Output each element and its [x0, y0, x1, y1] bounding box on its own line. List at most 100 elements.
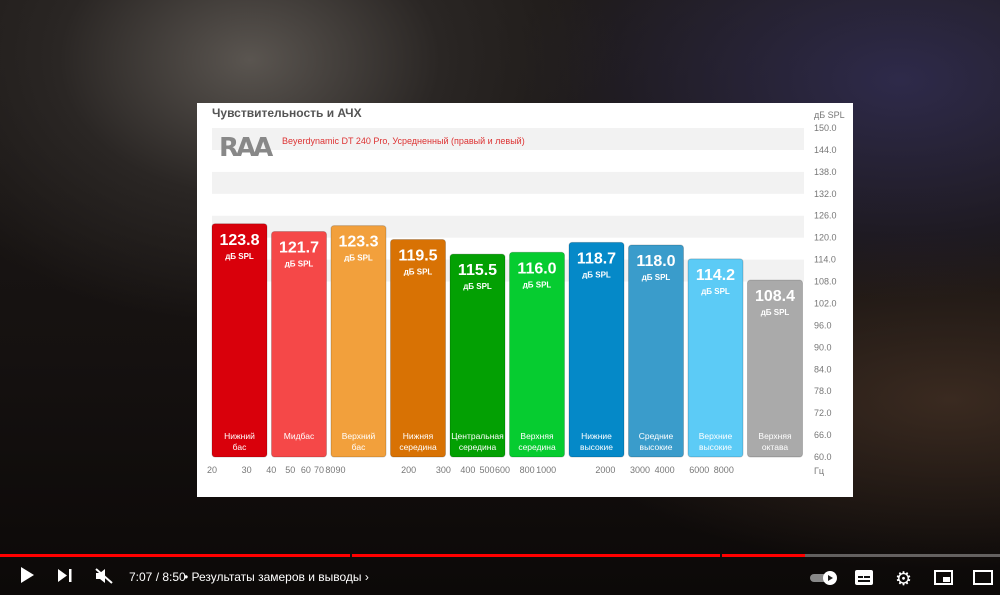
- y-tick-label: 102.0: [814, 298, 837, 308]
- bar-value-label: 115.5: [458, 262, 497, 279]
- bar: [271, 230, 327, 458]
- x-tick-label: 90: [335, 465, 345, 475]
- play-button[interactable]: [20, 567, 34, 586]
- bar-category-label: Центральная: [451, 431, 504, 441]
- y-tick-label: 96.0: [814, 320, 832, 330]
- bar-category-label: высокие: [640, 442, 673, 452]
- theater-button[interactable]: [973, 570, 993, 588]
- y-tick-label: 138.0: [814, 167, 837, 177]
- logo: RAA: [219, 133, 273, 163]
- autoplay-toggle[interactable]: [810, 571, 838, 588]
- chapter-button[interactable]: • Результаты замеров и выводы ›: [184, 570, 369, 584]
- bar: [568, 241, 625, 458]
- subtitles-button[interactable]: [855, 570, 873, 588]
- bar-category-label: Средние: [639, 431, 674, 441]
- bar-value-label: 119.5: [398, 247, 437, 264]
- x-axis-label: Гц: [814, 466, 824, 476]
- bar-chart: дБ SPL 150.0 144.0 138.0 132.0 126.0 120.0 114.…: [207, 110, 845, 476]
- x-tick-label: 1000: [536, 465, 556, 475]
- bar: [330, 225, 387, 458]
- next-icon: [58, 569, 72, 582]
- bar-value-label: 123.3: [338, 234, 378, 251]
- bar-category-label: середина: [399, 442, 437, 452]
- bar-category-label: Верхняя: [758, 431, 792, 441]
- bar-value-label: 123.8: [219, 232, 259, 249]
- x-tick-label: 50: [285, 465, 295, 475]
- bar: [687, 258, 744, 458]
- chart-panel: Чувствительность и АЧХ дБ SPL 150.0 144.0 1…: [197, 103, 853, 497]
- bar: [509, 251, 565, 458]
- bar-unit-label: дБ SPL: [344, 254, 373, 263]
- bar-value-label: 118.7: [577, 250, 616, 267]
- x-tick-label: 80: [325, 465, 335, 475]
- x-tick-label: 800: [520, 465, 535, 475]
- bar-category-label: бас: [352, 442, 366, 452]
- bar-category-label: Мидбас: [284, 431, 315, 441]
- next-button[interactable]: [58, 569, 72, 585]
- bar-category-label: высокие: [699, 442, 732, 452]
- bar-unit-label: дБ SPL: [523, 280, 552, 289]
- bar: [628, 244, 684, 458]
- bar-unit-label: дБ SPL: [642, 273, 671, 282]
- bar-category-label: Нижняя: [403, 431, 434, 441]
- chapter-divider: [720, 554, 722, 557]
- mute-button[interactable]: [95, 568, 113, 587]
- y-tick-label: 78.0: [814, 386, 832, 396]
- player-controls: 7:07 / 8:50 • Результаты замеров и вывод…: [0, 545, 1000, 595]
- x-tick-label: 60: [301, 465, 311, 475]
- x-tick-label: 3000: [630, 465, 650, 475]
- bar-value-label: 121.7: [279, 239, 319, 256]
- miniplayer-icon: [934, 570, 953, 585]
- play-icon: [21, 567, 34, 583]
- grid-band: [212, 128, 804, 150]
- bar-category-label: Нижний: [224, 431, 255, 441]
- x-tick-label: 2000: [595, 465, 615, 475]
- bar-category-label: Нижние: [581, 431, 612, 441]
- progress-played: [0, 554, 805, 557]
- y-tick-label: 120.0: [814, 233, 837, 243]
- bar-category-label: высокие: [580, 442, 613, 452]
- miniplayer-button[interactable]: [934, 570, 953, 588]
- bar-category-label: Верхняя: [520, 431, 554, 441]
- autoplay-toggle-icon: [810, 571, 837, 585]
- bar-value-label: 108.4: [755, 288, 795, 305]
- x-tick-label: 200: [401, 465, 416, 475]
- mute-icon: [95, 568, 113, 584]
- bar-unit-label: дБ SPL: [701, 287, 730, 296]
- bar-value-label: 114.2: [696, 267, 735, 284]
- y-tick-label: 72.0: [814, 408, 832, 418]
- y-tick-label: 108.0: [814, 277, 837, 287]
- settings-button[interactable]: ⚙: [895, 568, 912, 591]
- x-tick-label: 20: [207, 465, 217, 475]
- bar-unit-label: дБ SPL: [463, 282, 492, 291]
- chart-subtitle: Beyerdynamic DT 240 Pro, Усредненный (пр…: [282, 136, 525, 146]
- x-tick-label: 300: [436, 465, 451, 475]
- chapter-title: Результаты замеров и выводы: [191, 570, 362, 584]
- settings-icon: ⚙: [895, 569, 913, 590]
- bar-value-label: 116.0: [517, 260, 556, 277]
- x-tick-label: 40: [266, 465, 276, 475]
- bar-category-label: середина: [518, 442, 556, 452]
- y-tick-label: 114.0: [814, 255, 836, 265]
- x-tick-label: 600: [495, 465, 510, 475]
- chart-title: Чувствительность и АЧХ: [212, 106, 362, 120]
- chapter-divider: [350, 554, 352, 557]
- subtitles-icon: [855, 570, 873, 585]
- bar-category-label: бас: [233, 442, 247, 452]
- bar-unit-label: дБ SPL: [761, 308, 790, 317]
- bar-category-label: Верхний: [342, 431, 376, 441]
- x-tick-label: 400: [460, 465, 475, 475]
- bar-unit-label: дБ SPL: [285, 259, 314, 268]
- bar-unit-label: дБ SPL: [225, 252, 254, 261]
- x-tick-label: 500: [479, 465, 494, 475]
- theater-icon: [973, 570, 993, 585]
- y-tick-label: 84.0: [814, 364, 832, 374]
- x-tick-label: 6000: [689, 465, 709, 475]
- bar: [211, 223, 268, 458]
- bar: [747, 279, 803, 458]
- x-tick-label: 8000: [714, 465, 734, 475]
- x-tick-label: 30: [242, 465, 252, 475]
- x-tick-label: 70: [314, 465, 324, 475]
- y-tick-label: 144.0: [814, 145, 837, 155]
